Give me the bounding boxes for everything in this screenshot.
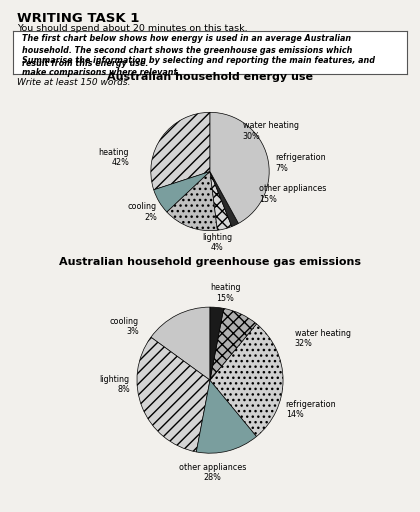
Title: Australian household energy use: Australian household energy use <box>107 72 313 82</box>
Title: Australian household greenhouse gas emissions: Australian household greenhouse gas emis… <box>59 257 361 267</box>
Text: lighting
4%: lighting 4% <box>202 233 232 252</box>
Wedge shape <box>167 172 218 231</box>
Wedge shape <box>210 112 269 223</box>
Wedge shape <box>210 172 239 226</box>
Wedge shape <box>210 308 257 380</box>
Text: heating
42%: heating 42% <box>99 148 129 167</box>
Wedge shape <box>196 380 257 453</box>
Wedge shape <box>210 324 283 436</box>
Wedge shape <box>154 172 210 212</box>
Text: water heating
32%: water heating 32% <box>295 329 351 348</box>
Text: Write at least 150 words.: Write at least 150 words. <box>17 78 130 87</box>
Wedge shape <box>137 337 210 452</box>
Text: The first chart below shows how energy is used in an average Australian
househol: The first chart below shows how energy i… <box>23 34 353 68</box>
Text: cooling
2%: cooling 2% <box>128 202 157 222</box>
Text: cooling
3%: cooling 3% <box>110 317 139 336</box>
Text: refrigeration
7%: refrigeration 7% <box>276 154 326 173</box>
Text: other appliances
15%: other appliances 15% <box>259 184 326 203</box>
Text: heating
15%: heating 15% <box>210 283 240 303</box>
Text: WRITING TASK 1: WRITING TASK 1 <box>17 12 139 25</box>
Wedge shape <box>151 112 210 190</box>
Wedge shape <box>210 307 224 380</box>
Text: lighting
8%: lighting 8% <box>100 375 130 394</box>
Wedge shape <box>210 172 232 230</box>
Text: water heating
30%: water heating 30% <box>243 121 299 141</box>
Wedge shape <box>151 307 210 380</box>
Text: Summarise the information by selecting and reporting the main features, and
make: Summarise the information by selecting a… <box>23 56 375 77</box>
Text: refrigeration
14%: refrigeration 14% <box>286 400 336 419</box>
Text: other appliances
28%: other appliances 28% <box>179 463 247 482</box>
Text: You should spend about 20 minutes on this task.: You should spend about 20 minutes on thi… <box>17 24 247 33</box>
